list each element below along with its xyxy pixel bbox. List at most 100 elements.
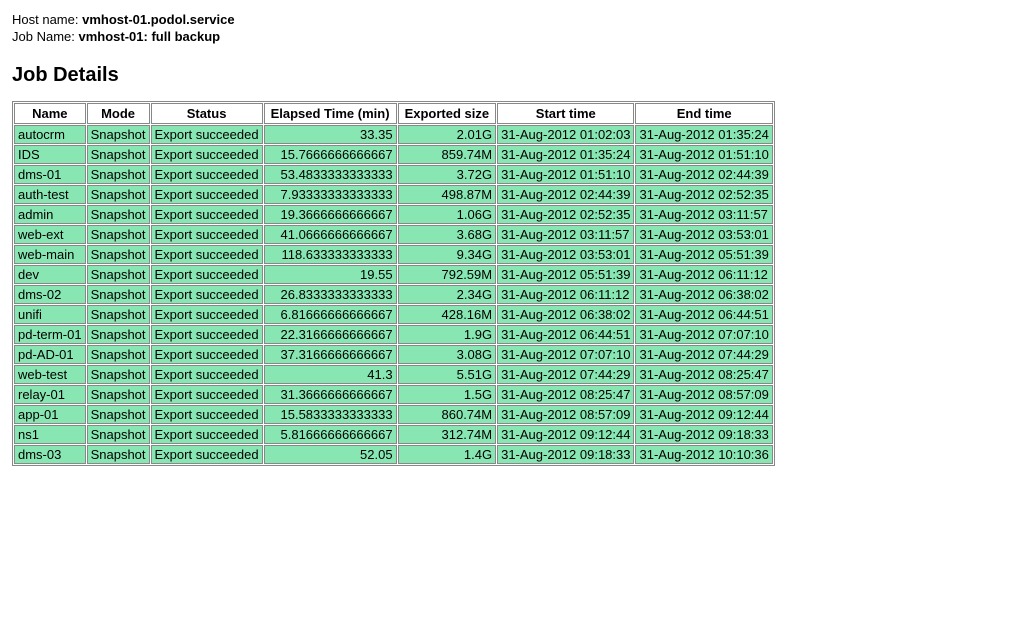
- cell-name: pd-term-01: [14, 325, 86, 344]
- cell-size: 2.34G: [398, 285, 497, 304]
- col-header-mode: Mode: [87, 103, 150, 124]
- cell-start: 31-Aug-2012 07:44:29: [497, 365, 634, 384]
- table-row: pd-AD-01SnapshotExport succeeded37.31666…: [14, 345, 773, 364]
- cell-start: 31-Aug-2012 08:57:09: [497, 405, 634, 424]
- cell-end: 31-Aug-2012 02:44:39: [635, 165, 772, 184]
- cell-name: dms-03: [14, 445, 86, 464]
- cell-elapsed: 19.55: [264, 265, 397, 284]
- cell-name: dms-02: [14, 285, 86, 304]
- cell-status: Export succeeded: [151, 125, 263, 144]
- cell-name: web-ext: [14, 225, 86, 244]
- col-header-name: Name: [14, 103, 86, 124]
- cell-size: 498.87M: [398, 185, 497, 204]
- cell-end: 31-Aug-2012 08:25:47: [635, 365, 772, 384]
- cell-elapsed: 6.81666666666667: [264, 305, 397, 324]
- cell-status: Export succeeded: [151, 225, 263, 244]
- cell-name: app-01: [14, 405, 86, 424]
- table-row: pd-term-01SnapshotExport succeeded22.316…: [14, 325, 773, 344]
- col-header-size: Exported size: [398, 103, 497, 124]
- job-details-table: Name Mode Status Elapsed Time (min) Expo…: [12, 101, 775, 466]
- cell-status: Export succeeded: [151, 305, 263, 324]
- cell-end: 31-Aug-2012 06:44:51: [635, 305, 772, 324]
- cell-size: 2.01G: [398, 125, 497, 144]
- cell-start: 31-Aug-2012 07:07:10: [497, 345, 634, 364]
- cell-status: Export succeeded: [151, 165, 263, 184]
- table-row: web-testSnapshotExport succeeded41.35.51…: [14, 365, 773, 384]
- cell-elapsed: 33.35: [264, 125, 397, 144]
- cell-end: 31-Aug-2012 03:11:57: [635, 205, 772, 224]
- cell-name: auth-test: [14, 185, 86, 204]
- table-row: unifiSnapshotExport succeeded6.816666666…: [14, 305, 773, 324]
- cell-status: Export succeeded: [151, 325, 263, 344]
- cell-elapsed: 31.3666666666667: [264, 385, 397, 404]
- cell-mode: Snapshot: [87, 385, 150, 404]
- cell-status: Export succeeded: [151, 185, 263, 204]
- cell-start: 31-Aug-2012 06:11:12: [497, 285, 634, 304]
- cell-start: 31-Aug-2012 09:18:33: [497, 445, 634, 464]
- cell-elapsed: 52.05: [264, 445, 397, 464]
- cell-end: 31-Aug-2012 08:57:09: [635, 385, 772, 404]
- cell-size: 9.34G: [398, 245, 497, 264]
- cell-size: 859.74M: [398, 145, 497, 164]
- cell-status: Export succeeded: [151, 385, 263, 404]
- cell-name: autocrm: [14, 125, 86, 144]
- cell-start: 31-Aug-2012 02:52:35: [497, 205, 634, 224]
- cell-mode: Snapshot: [87, 325, 150, 344]
- cell-size: 1.4G: [398, 445, 497, 464]
- cell-name: ns1: [14, 425, 86, 444]
- cell-start: 31-Aug-2012 02:44:39: [497, 185, 634, 204]
- cell-mode: Snapshot: [87, 205, 150, 224]
- cell-elapsed: 22.3166666666667: [264, 325, 397, 344]
- section-title: Job Details: [12, 64, 1022, 87]
- cell-mode: Snapshot: [87, 165, 150, 184]
- cell-mode: Snapshot: [87, 145, 150, 164]
- cell-start: 31-Aug-2012 01:51:10: [497, 165, 634, 184]
- cell-size: 1.9G: [398, 325, 497, 344]
- cell-mode: Snapshot: [87, 125, 150, 144]
- cell-start: 31-Aug-2012 03:53:01: [497, 245, 634, 264]
- col-header-start: Start time: [497, 103, 634, 124]
- cell-status: Export succeeded: [151, 365, 263, 384]
- table-header-row: Name Mode Status Elapsed Time (min) Expo…: [14, 103, 773, 124]
- cell-elapsed: 5.81666666666667: [264, 425, 397, 444]
- cell-end: 31-Aug-2012 03:53:01: [635, 225, 772, 244]
- cell-name: web-main: [14, 245, 86, 264]
- host-value: vmhost-01.podol.service: [82, 12, 234, 27]
- table-row: dms-02SnapshotExport succeeded26.8333333…: [14, 285, 773, 304]
- cell-mode: Snapshot: [87, 225, 150, 244]
- cell-elapsed: 15.7666666666667: [264, 145, 397, 164]
- cell-elapsed: 19.3666666666667: [264, 205, 397, 224]
- cell-end: 31-Aug-2012 07:44:29: [635, 345, 772, 364]
- cell-name: web-test: [14, 365, 86, 384]
- cell-size: 428.16M: [398, 305, 497, 324]
- cell-end: 31-Aug-2012 06:11:12: [635, 265, 772, 284]
- cell-status: Export succeeded: [151, 265, 263, 284]
- host-label: Host name:: [12, 12, 78, 27]
- cell-size: 1.5G: [398, 385, 497, 404]
- cell-elapsed: 41.0666666666667: [264, 225, 397, 244]
- cell-start: 31-Aug-2012 03:11:57: [497, 225, 634, 244]
- cell-size: 792.59M: [398, 265, 497, 284]
- table-row: relay-01SnapshotExport succeeded31.36666…: [14, 385, 773, 404]
- cell-mode: Snapshot: [87, 365, 150, 384]
- cell-size: 3.08G: [398, 345, 497, 364]
- cell-end: 31-Aug-2012 01:51:10: [635, 145, 772, 164]
- cell-mode: Snapshot: [87, 445, 150, 464]
- job-line: Job Name: vmhost-01: full backup: [12, 29, 1022, 44]
- cell-size: 1.06G: [398, 205, 497, 224]
- cell-end: 31-Aug-2012 05:51:39: [635, 245, 772, 264]
- table-row: web-mainSnapshotExport succeeded118.6333…: [14, 245, 773, 264]
- cell-elapsed: 26.8333333333333: [264, 285, 397, 304]
- cell-end: 31-Aug-2012 01:35:24: [635, 125, 772, 144]
- cell-elapsed: 53.4833333333333: [264, 165, 397, 184]
- cell-status: Export succeeded: [151, 445, 263, 464]
- cell-elapsed: 118.633333333333: [264, 245, 397, 264]
- host-line: Host name: vmhost-01.podol.service: [12, 12, 1022, 27]
- cell-start: 31-Aug-2012 06:38:02: [497, 305, 634, 324]
- cell-mode: Snapshot: [87, 405, 150, 424]
- cell-mode: Snapshot: [87, 425, 150, 444]
- col-header-end: End time: [635, 103, 772, 124]
- cell-elapsed: 15.5833333333333: [264, 405, 397, 424]
- cell-elapsed: 37.3166666666667: [264, 345, 397, 364]
- cell-name: relay-01: [14, 385, 86, 404]
